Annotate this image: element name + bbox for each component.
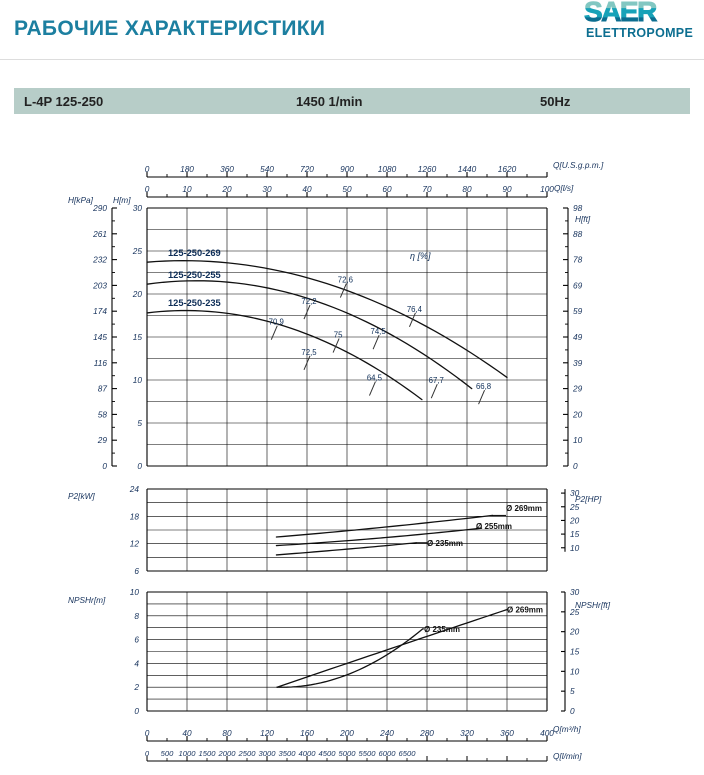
svg-text:10: 10 [130, 587, 140, 597]
svg-text:6500: 6500 [399, 749, 417, 758]
svg-text:29: 29 [97, 435, 108, 445]
svg-text:64,5: 64,5 [367, 374, 383, 383]
svg-text:74,5: 74,5 [370, 327, 386, 336]
svg-text:8: 8 [134, 611, 139, 621]
svg-text:0: 0 [570, 706, 575, 716]
svg-text:203: 203 [92, 280, 107, 290]
svg-text:20: 20 [569, 515, 580, 525]
svg-text:10: 10 [570, 666, 580, 676]
svg-text:5: 5 [570, 686, 575, 696]
svg-text:10: 10 [573, 435, 583, 445]
svg-text:76,4: 76,4 [407, 305, 423, 314]
svg-text:0: 0 [573, 461, 578, 471]
svg-text:72,5: 72,5 [301, 348, 317, 357]
svg-text:72,2: 72,2 [301, 297, 316, 306]
svg-text:15: 15 [133, 332, 143, 342]
svg-text:P2[kW]: P2[kW] [68, 491, 95, 501]
svg-text:66,8: 66,8 [476, 382, 491, 391]
svg-text:500: 500 [161, 749, 174, 758]
svg-text:98: 98 [573, 203, 583, 213]
svg-text:116: 116 [94, 358, 108, 368]
svg-text:4500: 4500 [319, 749, 337, 758]
svg-text:87: 87 [98, 384, 108, 394]
svg-text:30: 30 [133, 203, 143, 213]
svg-text:Ø 269mm: Ø 269mm [506, 504, 542, 513]
svg-text:0: 0 [137, 461, 142, 471]
svg-text:Q[l/s]: Q[l/s] [554, 183, 574, 193]
svg-text:NPSHr[ft]: NPSHr[ft] [575, 600, 611, 610]
svg-text:1500: 1500 [199, 749, 217, 758]
svg-text:125-250-235: 125-250-235 [168, 298, 221, 308]
svg-text:P2[HP]: P2[HP] [575, 494, 602, 504]
svg-text:69: 69 [573, 280, 583, 290]
svg-text:6: 6 [134, 566, 139, 576]
svg-text:58: 58 [98, 409, 108, 419]
svg-text:290: 290 [92, 203, 107, 213]
svg-text:78: 78 [573, 255, 583, 265]
svg-text:12: 12 [130, 539, 140, 549]
svg-text:20: 20 [569, 627, 580, 637]
svg-text:29: 29 [572, 384, 583, 394]
svg-text:39: 39 [573, 358, 583, 368]
svg-text:Ø 269mm: Ø 269mm [507, 605, 543, 614]
svg-text:15: 15 [570, 647, 580, 657]
svg-text:H[m]: H[m] [113, 195, 131, 205]
svg-text:18: 18 [130, 511, 140, 521]
svg-text:75: 75 [334, 331, 343, 340]
svg-text:24: 24 [129, 484, 140, 494]
svg-text:H[kPa]: H[kPa] [68, 195, 94, 205]
svg-text:72,6: 72,6 [338, 276, 353, 285]
svg-text:5500: 5500 [359, 749, 377, 758]
svg-text:25: 25 [132, 246, 143, 256]
svg-text:10: 10 [570, 543, 580, 553]
svg-text:49: 49 [573, 332, 583, 342]
svg-text:Ø 235mm: Ø 235mm [427, 539, 463, 548]
svg-text:20: 20 [572, 409, 583, 419]
svg-text:2500: 2500 [238, 749, 257, 758]
svg-text:6: 6 [134, 635, 139, 645]
svg-text:η [%]: η [%] [410, 251, 431, 261]
svg-text:125-250-269: 125-250-269 [168, 248, 221, 258]
svg-text:30: 30 [570, 587, 580, 597]
svg-text:261: 261 [92, 229, 107, 239]
svg-text:Q[l/min]: Q[l/min] [553, 751, 582, 761]
svg-text:3500: 3500 [279, 749, 297, 758]
svg-text:15: 15 [570, 529, 580, 539]
svg-text:2: 2 [133, 682, 139, 692]
svg-text:145: 145 [93, 332, 107, 342]
svg-text:174: 174 [93, 306, 107, 316]
svg-text:Q[U.S.g.p.m.]: Q[U.S.g.p.m.] [553, 160, 604, 170]
svg-text:NPSHr[m]: NPSHr[m] [68, 595, 106, 605]
svg-text:Ø 255mm: Ø 255mm [476, 522, 512, 531]
svg-text:Q[m³/h]: Q[m³/h] [553, 724, 581, 734]
svg-text:59: 59 [573, 306, 583, 316]
svg-text:88: 88 [573, 229, 583, 239]
svg-text:70,9: 70,9 [269, 318, 284, 327]
svg-text:0: 0 [102, 461, 107, 471]
svg-text:H[ft]: H[ft] [575, 214, 591, 224]
svg-text:5: 5 [137, 418, 142, 428]
svg-text:232: 232 [92, 255, 107, 265]
svg-text:Ø 235mm: Ø 235mm [424, 625, 460, 634]
svg-text:4: 4 [134, 658, 139, 668]
svg-text:67,7: 67,7 [429, 376, 444, 385]
svg-text:0: 0 [134, 706, 139, 716]
svg-text:10: 10 [133, 375, 143, 385]
svg-text:125-250-255: 125-250-255 [168, 270, 221, 280]
svg-text:20: 20 [132, 289, 143, 299]
